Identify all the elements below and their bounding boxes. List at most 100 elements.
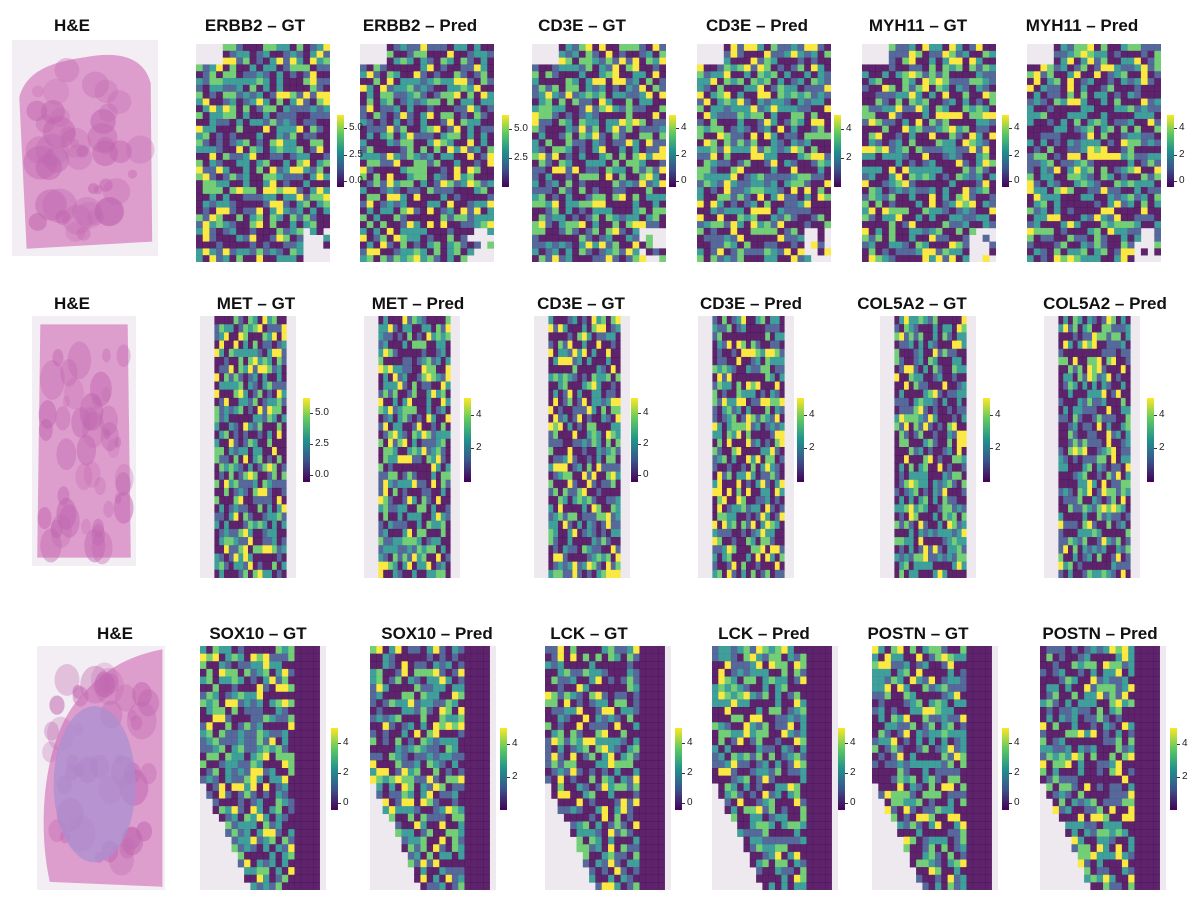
expression-map <box>196 44 330 262</box>
panel-title: MET – Pred <box>371 294 465 313</box>
colorbar <box>464 398 471 482</box>
colorbar-tick-label: 2 <box>1177 771 1188 783</box>
colorbar <box>834 115 841 187</box>
panel-title: CD3E – Pred <box>705 16 809 35</box>
expression-map <box>534 316 630 578</box>
colorbar-tick-label: 4 <box>338 736 349 748</box>
colorbar-tick-label: 4 <box>1009 736 1020 748</box>
colorbar-tick-label: 0 <box>638 469 649 481</box>
expression-map <box>200 316 296 578</box>
colorbar-tick-label: 2 <box>841 152 852 164</box>
expression-map <box>545 646 671 890</box>
colorbar <box>1002 728 1009 810</box>
colorbar-tick-label: 4 <box>1174 121 1185 133</box>
colorbar-tick-label: 0 <box>1009 797 1020 809</box>
panel-title: CD3E – GT <box>538 16 626 35</box>
colorbar-tick-label: 2 <box>638 438 649 450</box>
colorbar-tick-label: 2 <box>804 442 815 454</box>
panel-title: LCK – GT <box>550 624 628 643</box>
colorbar-tick-label: 4 <box>638 407 649 419</box>
expression-map <box>862 44 996 262</box>
expression-map <box>370 646 496 890</box>
colorbar-tick-label: 2 <box>1174 148 1185 160</box>
he-title: H&E <box>54 16 90 35</box>
colorbar-tick-label: 2.5 <box>344 148 363 160</box>
colorbar-tick-label: 4 <box>682 736 693 748</box>
panel-title: CD3E – Pred <box>699 294 803 313</box>
expression-map <box>697 44 831 262</box>
panel-title: MYH11 – GT <box>868 16 968 35</box>
expression-map <box>532 44 666 262</box>
panel-title: SOX10 – Pred <box>381 624 493 643</box>
expression-map <box>880 316 976 578</box>
colorbar <box>502 115 509 187</box>
expression-map <box>1040 646 1166 890</box>
colorbar <box>337 115 344 187</box>
colorbar <box>675 728 682 810</box>
panel-title: SOX10 – GT <box>209 624 307 643</box>
colorbar <box>500 728 507 810</box>
colorbar <box>838 728 845 810</box>
panel-title: COL5A2 – Pred <box>1043 294 1167 313</box>
he-title: H&E <box>54 294 90 313</box>
colorbar-tick-label: 2 <box>1009 148 1020 160</box>
colorbar-tick-label: 0 <box>676 175 687 187</box>
expression-map <box>1044 316 1140 578</box>
colorbar-tick-label: 0 <box>1009 175 1020 187</box>
panel-title: MYH11 – Pred <box>1025 16 1139 35</box>
colorbar-tick-label: 0 <box>1174 175 1185 187</box>
expression-map <box>200 646 326 890</box>
colorbar <box>1002 115 1009 187</box>
he-stain-image <box>12 40 158 256</box>
colorbar-tick-label: 2 <box>1154 442 1165 454</box>
colorbar-tick-label: 2 <box>845 767 856 779</box>
panel-title: POSTN – Pred <box>1042 624 1158 643</box>
colorbar <box>1167 115 1174 187</box>
panel-title: LCK – Pred <box>718 624 810 643</box>
he-title: H&E <box>97 624 133 643</box>
colorbar <box>631 398 638 482</box>
colorbar <box>669 115 676 187</box>
colorbar-tick-label: 4 <box>841 123 852 135</box>
he-stain-image <box>32 316 136 566</box>
panel-title: ERBB2 – Pred <box>362 16 478 35</box>
colorbar <box>1147 398 1154 482</box>
expression-map <box>698 316 794 578</box>
colorbar-tick-label: 0 <box>338 797 349 809</box>
colorbar-tick-label: 4 <box>804 408 815 420</box>
colorbar-tick-label: 4 <box>1154 408 1165 420</box>
colorbar-tick-label: 2 <box>1009 767 1020 779</box>
colorbar-tick-label: 5.0 <box>344 121 363 133</box>
colorbar-tick-label: 4 <box>1177 738 1188 750</box>
colorbar-tick-label: 4 <box>990 408 1001 420</box>
expression-map <box>1027 44 1161 262</box>
colorbar-tick-label: 2.5 <box>509 152 528 164</box>
colorbar <box>303 398 310 482</box>
colorbar-tick-label: 0 <box>682 797 693 809</box>
expression-map <box>712 646 838 890</box>
colorbar-tick-label: 0 <box>845 797 856 809</box>
colorbar-tick-label: 4 <box>676 121 687 133</box>
colorbar <box>797 398 804 482</box>
colorbar-tick-label: 5.0 <box>310 407 329 419</box>
panel-title: MET – GT <box>216 294 296 313</box>
colorbar-tick-label: 0.0 <box>310 469 329 481</box>
he-stain-image <box>37 646 165 890</box>
panel-title: ERBB2 – GT <box>204 16 306 35</box>
expression-map <box>360 44 494 262</box>
panel-title: CD3E – GT <box>537 294 625 313</box>
expression-map <box>872 646 998 890</box>
colorbar-tick-label: 2 <box>990 442 1001 454</box>
colorbar-tick-label: 4 <box>471 408 482 420</box>
colorbar <box>1170 728 1177 810</box>
colorbar-tick-label: 0.0 <box>344 175 363 187</box>
colorbar-tick-label: 2 <box>471 442 482 454</box>
colorbar-tick-label: 4 <box>845 736 856 748</box>
colorbar-tick-label: 2 <box>338 767 349 779</box>
colorbar-tick-label: 4 <box>1009 121 1020 133</box>
colorbar-tick-label: 2 <box>676 148 687 160</box>
colorbar <box>331 728 338 810</box>
panel-title: POSTN – GT <box>867 624 969 643</box>
colorbar <box>983 398 990 482</box>
panel-title: COL5A2 – GT <box>857 294 967 313</box>
